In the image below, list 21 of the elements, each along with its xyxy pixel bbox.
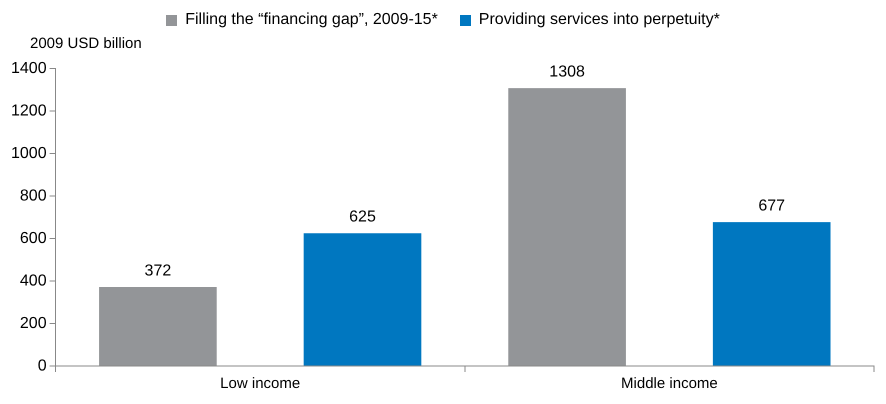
y-tick-label: 1400 (11, 60, 47, 78)
x-tick-label: Middle income (621, 375, 718, 392)
legend-label: Filling the “financing gap”, 2009-15* (185, 11, 438, 29)
data-label: 677 (758, 198, 786, 215)
bar (99, 286, 217, 366)
y-axis-title: 2009 USD billion (30, 35, 142, 52)
y-tick-label: 1000 (11, 144, 47, 162)
x-tick-label: Low income (220, 375, 300, 392)
data-label: 625 (349, 208, 376, 226)
y-tick-label: 200 (20, 314, 47, 332)
y-tick-label: 600 (20, 230, 47, 247)
bar (508, 88, 626, 366)
y-tick-label: 400 (20, 272, 47, 290)
legend-label: Providing services into perpetuity* (478, 11, 720, 29)
y-tick-label: 800 (20, 187, 47, 204)
bar (712, 222, 831, 366)
data-label: 372 (144, 262, 172, 280)
data-label: 1308 (549, 64, 585, 81)
y-tick-label: 0 (38, 357, 47, 374)
bar (304, 233, 422, 366)
y-tick-label: 1200 (11, 102, 47, 120)
